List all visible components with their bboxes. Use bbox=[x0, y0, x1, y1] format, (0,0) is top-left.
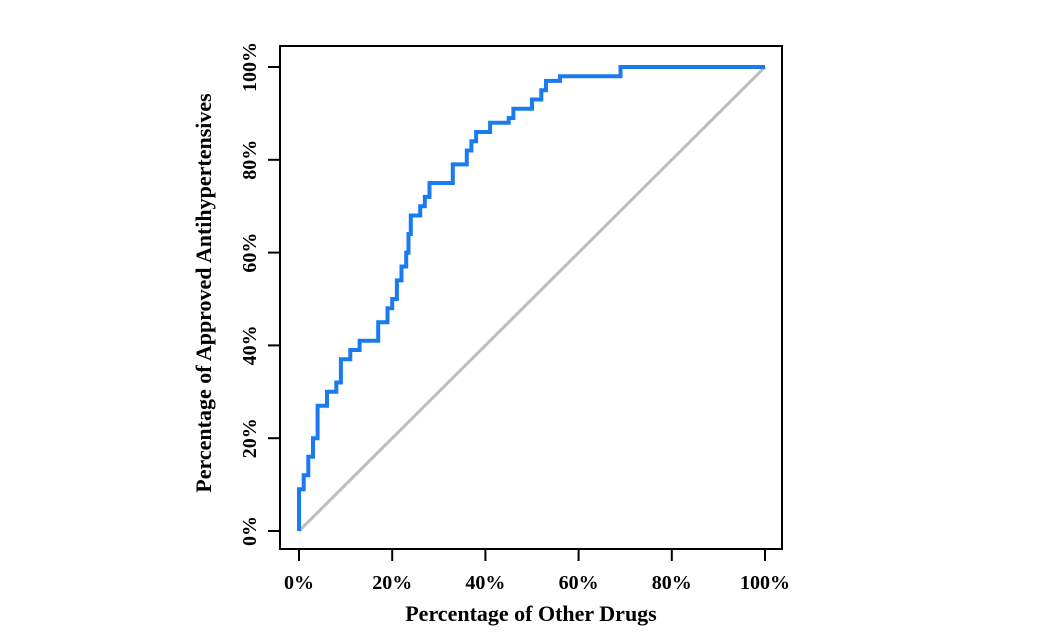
y-tick-label: 80% bbox=[239, 140, 261, 180]
y-axis-title: Percentage of Approved Antihypertensives bbox=[191, 93, 216, 493]
plot-frame bbox=[279, 45, 783, 550]
y-tick-label: 0% bbox=[239, 516, 261, 546]
x-tick-label: 40% bbox=[465, 572, 505, 594]
x-tick-label: 100% bbox=[740, 572, 790, 594]
x-tick-label: 60% bbox=[559, 572, 599, 594]
x-tick-label: 0% bbox=[284, 572, 314, 594]
x-axis-title: Percentage of Other Drugs bbox=[405, 601, 657, 626]
y-tick-label: 100% bbox=[239, 42, 261, 92]
x-tick-label: 20% bbox=[372, 572, 412, 594]
y-tick-label: 40% bbox=[239, 325, 261, 365]
curve-line bbox=[297, 65, 765, 531]
y-tick-label: 20% bbox=[239, 418, 261, 458]
y-tick-label: 60% bbox=[239, 233, 261, 273]
reference-diagonal-line bbox=[297, 65, 767, 533]
x-tick-label: 80% bbox=[652, 572, 692, 594]
y-axis: 0% 20% 40% 60% 80% 100% bbox=[239, 42, 280, 546]
x-axis: 0% 20% 40% 60% 80% 100% bbox=[284, 549, 790, 594]
